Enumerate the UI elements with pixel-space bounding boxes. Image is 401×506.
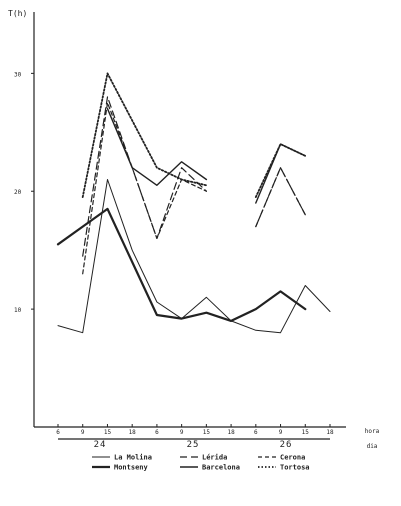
x-tick-label-0: 6 [56, 429, 60, 436]
x-tick-label-2: 15 [104, 429, 112, 436]
y-axis-label: T(h) [8, 9, 27, 18]
legend-label-4: Barcelona [202, 464, 240, 472]
x-tick-label-1: 9 [81, 429, 85, 436]
x-tick-label-5: 9 [180, 429, 184, 436]
series-line-la-molina [57, 179, 331, 334]
legend: La Molina Lérida Cerona Montseny Barcelona To… [92, 454, 310, 472]
day-label-2: 26 [280, 440, 293, 450]
y-tick-label-0: 10 [14, 307, 22, 314]
legend-label-0: La Molina [114, 454, 152, 462]
legend-label-3: Montseny [114, 464, 149, 472]
x-end-label-day: dia [367, 443, 378, 450]
x-tick-label-8: 6 [254, 429, 258, 436]
series-line-l-rida [82, 96, 306, 257]
series-line-tortosa [81, 72, 307, 198]
x-end-label-hour: hora [365, 428, 380, 435]
x-tick-label-7: 18 [227, 429, 235, 436]
legend-label-5: Tortosa [280, 464, 310, 472]
legend-label-1: Lérida [202, 454, 227, 462]
y-tick-label-2: 30 [14, 71, 22, 78]
x-tick-label-3: 18 [129, 429, 137, 436]
series-line-montseny [56, 207, 307, 322]
x-tick-label-6: 15 [203, 429, 211, 436]
ticks-layer: 10 20 30 6 9 15 18 6 9 15 18 6 9 15 18 24 25 26 hora dia [14, 71, 380, 450]
day-label-1: 25 [187, 440, 200, 450]
x-tick-label-4: 6 [155, 429, 159, 436]
x-tick-label-9: 9 [279, 429, 283, 436]
x-tick-label-10: 15 [302, 429, 310, 436]
day-label-0: 24 [94, 440, 107, 450]
series-layer [56, 72, 331, 334]
x-tick-label-11: 18 [326, 429, 334, 436]
y-tick-label-1: 20 [14, 189, 22, 196]
series-line-cerona [82, 102, 306, 275]
legend-label-2: Cerona [280, 454, 305, 462]
